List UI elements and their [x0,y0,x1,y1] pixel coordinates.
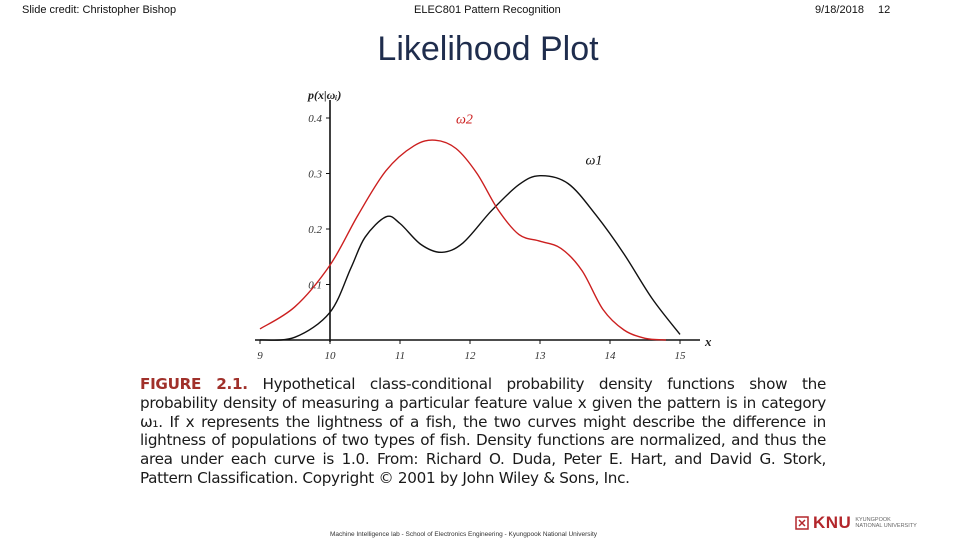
logo-line2: NATIONAL UNIVERSITY [855,523,917,529]
x-tick-label: 11 [395,350,405,362]
series-label-1: ω1 [586,154,603,169]
course-title: ELEC801 Pattern Recognition [414,4,561,16]
series-label-2: ω2 [456,113,473,128]
logo-wordmark: KNU [813,513,852,532]
x-tick-label: 15 [675,350,687,362]
figure-caption: FIGURE 2.1. Hypothetical class-condition… [140,375,826,488]
y-tick-label: 0.2 [308,224,322,236]
y-axis-label: p(x|ωᵢ) [307,88,341,102]
slide-date: 9/18/2018 [815,4,864,16]
knu-emblem-icon [795,516,809,530]
x-axis-label: x [704,334,712,349]
x-tick-label: 14 [605,350,617,362]
y-tick-label: 0.4 [308,113,322,125]
x-tick-label: 10 [325,350,337,362]
chart-axes [255,100,700,344]
logo-line1: KYUNGPOOK [855,516,891,523]
slide-credit: Slide credit: Christopher Bishop [22,4,177,16]
footer-text: Machine Intelligence lab - School of Ele… [330,531,598,538]
y-tick-label: 0.3 [308,169,322,181]
x-tick-label: 12 [465,350,477,362]
figure-label: FIGURE 2.1. [140,375,248,393]
figure-caption-text: Hypothetical class-conditional probabili… [140,375,826,487]
y-tick-label: 0.1 [308,280,322,292]
chart-series [259,139,681,341]
chart-labels: 9 10 11 12 13 14 15 0.1 0.2 0.3 0.4 p(x|ωᵢ) x ω1 ω2 [257,88,712,362]
series-line-2 [259,139,667,341]
slide-title: Likelihood Plot [377,30,599,68]
university-logo: KNU KYUNGPOOK NATIONAL UNIVERSITY [795,513,917,533]
x-tick-label: 9 [257,350,263,362]
likelihood-chart: 9 10 11 12 13 14 15 0.1 0.2 0.3 0.4 p(x|ωᵢ) x ω1 ω2 [255,88,712,362]
logo-subtitle: KYUNGPOOK NATIONAL UNIVERSITY [855,517,916,530]
x-tick-label: 13 [535,350,547,362]
series-line-1 [259,174,681,341]
page-number: 12 [878,4,891,16]
